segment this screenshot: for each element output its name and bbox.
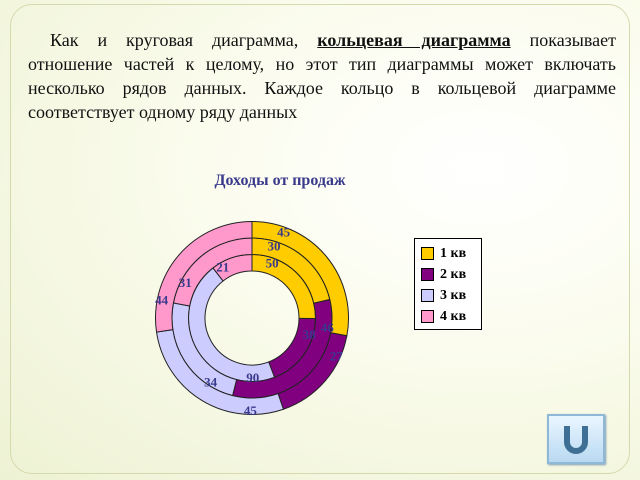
data-label-ring1-q2: 38 (303, 327, 317, 342)
back-button[interactable] (547, 414, 605, 464)
data-label-ring3-q1: 45 (277, 224, 291, 239)
data-label-ring1-q1: 50 (266, 255, 279, 270)
chart-legend: 1 кв 2 кв 3 кв 4 кв (414, 238, 482, 330)
data-label-ring2-q1: 30 (267, 239, 280, 254)
legend-swatch-q2 (421, 268, 434, 281)
intro-text-start: Как и круговая диаграмма, (50, 30, 318, 50)
data-label-ring3-q3: 45 (244, 403, 258, 418)
legend-item-q1: 1 кв (421, 243, 481, 264)
donut-segment-ring3-q4 (155, 220, 253, 333)
data-label-ring2-q2: 46 (321, 320, 335, 335)
data-label-ring1-q4: 21 (216, 259, 229, 274)
chart-title: Доходы от продаж (214, 172, 346, 189)
legend-label-q3: 3 кв (440, 287, 467, 303)
legend-item-q4: 4 кв (421, 306, 481, 327)
data-label-ring1-q3: 90 (246, 370, 259, 385)
u-turn-icon (564, 426, 588, 454)
data-label-ring3-q4: 44 (155, 292, 169, 307)
legend-label-q2: 2 кв (440, 266, 467, 282)
intro-text-end: показывает отношение частей к целому, но… (28, 30, 616, 122)
intro-paragraph: Как и круговая диаграмма, кольцевая диаг… (28, 28, 616, 124)
legend-swatch-q3 (421, 289, 434, 302)
legend-label-q4: 4 кв (440, 308, 467, 324)
legend-label-q1: 1 кв (440, 245, 467, 261)
intro-term: кольцевая диаграмма (317, 30, 511, 50)
data-label-ring2-q3: 34 (204, 374, 218, 389)
legend-swatch-q4 (421, 310, 434, 323)
slide-frame (10, 4, 630, 474)
legend-item-q2: 2 кв (421, 264, 481, 285)
legend-item-q3: 3 кв (421, 285, 481, 306)
legend-swatch-q1 (421, 247, 434, 260)
data-label-ring2-q4: 31 (179, 275, 192, 290)
data-label-ring3-q2: 27 (330, 348, 344, 363)
